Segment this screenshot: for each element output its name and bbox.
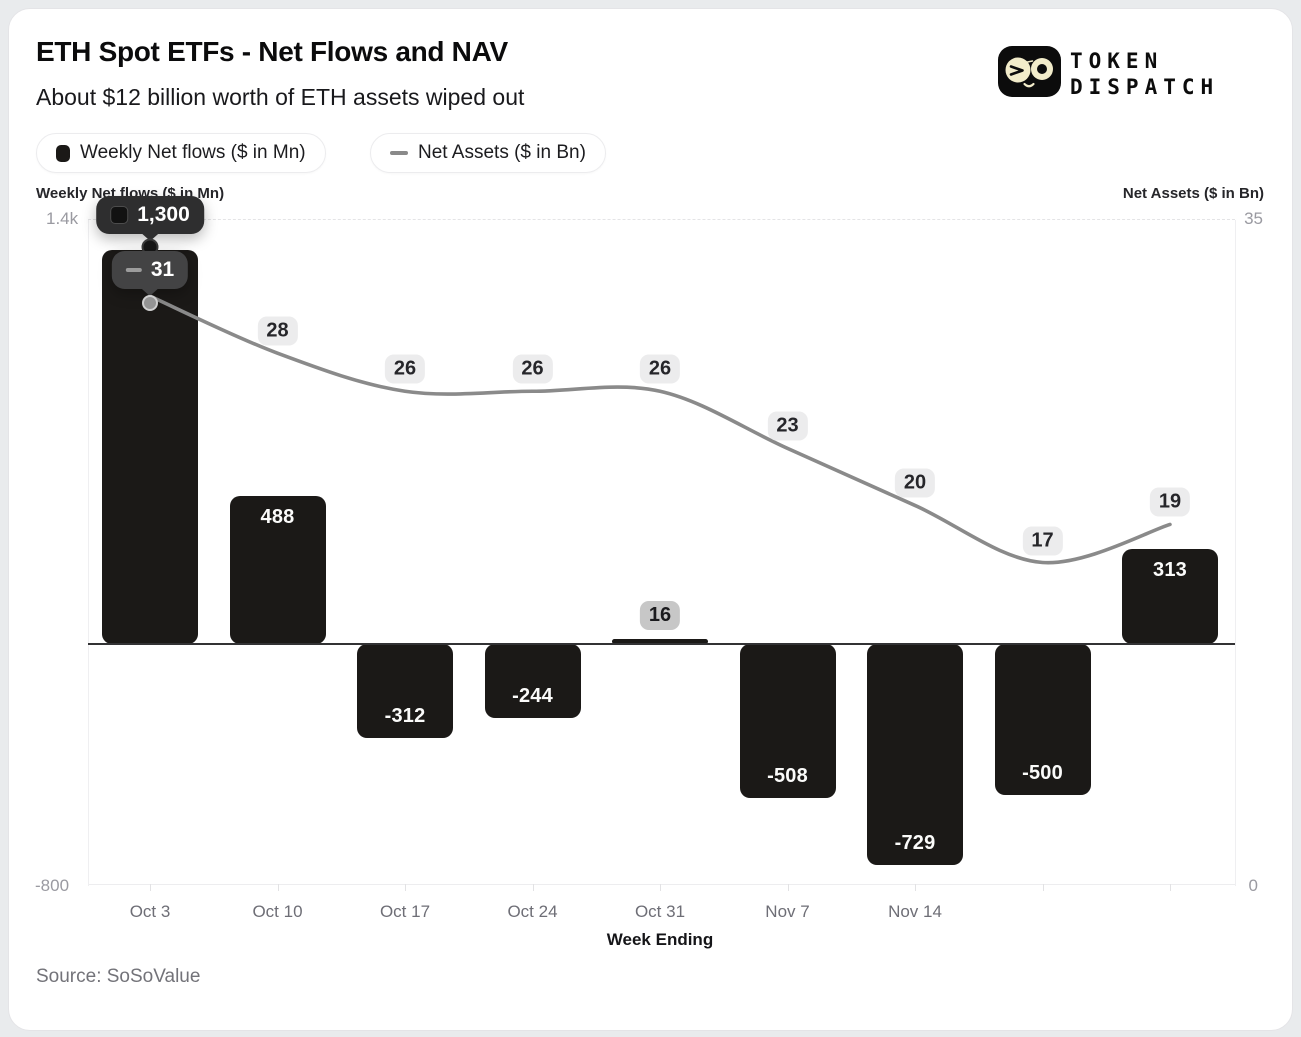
gridline-left (88, 220, 89, 886)
source-note: Source: SoSoValue (36, 966, 201, 987)
x-axis-tick-mark (660, 884, 661, 891)
bar-value-label: 313 (1153, 559, 1187, 582)
line-value-badge: 23 (767, 411, 808, 441)
x-axis-tick-mark (277, 884, 279, 891)
bar-value-label: 488 (260, 506, 295, 529)
line-value-badge: 17 (1022, 526, 1063, 555)
x-tick-label-oct-10: Oct 10 (252, 902, 303, 921)
line-series-swatch-icon (390, 151, 408, 155)
bar-Oct 10[interactable]: 488 (229, 496, 326, 644)
bar-value-label: -508 (767, 764, 808, 787)
x-tick-label-nov-7: Nov 7 (765, 902, 810, 921)
bar-Nov 7[interactable]: -508 (739, 643, 836, 798)
legend-chip-net-flows[interactable]: Weekly Net flows ($ in Mn) (36, 133, 326, 173)
line-marker-dot (142, 295, 158, 311)
x-tick-label-oct-24: Oct 24 (507, 902, 558, 921)
left-axis-max-tick: 1.4k (46, 209, 79, 228)
x-axis-title: Week Ending (606, 930, 714, 949)
x-axis-tick-mark (1042, 884, 1044, 891)
line-value-badge: 26 (512, 354, 553, 384)
tooltip-bar-value: 1,300 (96, 196, 204, 241)
bar-value-badge: 16 (639, 600, 681, 630)
zero-baseline (88, 642, 1235, 645)
line-value-badge: 28 (257, 316, 298, 346)
legend-line-label: Net Assets ($ in Bn) (418, 142, 586, 163)
bar-col-8[interactable]: -500 (994, 643, 1091, 796)
legend-bar-label: Weekly Net flows ($ in Mn) (80, 142, 306, 163)
line-value-badge: 26 (639, 354, 681, 384)
owl-face-icon (998, 46, 1061, 102)
bar-col-9[interactable]: 313 (1122, 549, 1218, 644)
bar-Oct 24[interactable]: -244 (484, 643, 581, 718)
x-tick-label-oct-17: Oct 17 (379, 902, 431, 921)
x-tick-label-nov-14: Nov 14 (888, 902, 942, 921)
bar-Oct 31[interactable] (612, 638, 708, 644)
x-tick-label-oct-31: Oct 31 (634, 902, 686, 921)
right-axis-min-tick: 0 (1248, 876, 1258, 895)
x-axis-tick-mark (405, 884, 406, 891)
line-value-badge: 26 (384, 354, 426, 384)
left-axis-min-tick: -800 (35, 876, 70, 895)
tooltip-caret (141, 233, 159, 241)
x-axis-tick-mark (150, 884, 151, 891)
line-value-badge: 19 (1149, 487, 1191, 517)
x-tick-label-oct-3: Oct 3 (129, 902, 171, 921)
tooltip-line-swatch-icon (125, 268, 142, 272)
bar-Nov 14[interactable]: -729 (867, 643, 963, 865)
token-dispatch-logo: TOKEN DISPATCH (998, 46, 1242, 102)
logo-wordmark: TOKEN DISPATCH (1070, 49, 1220, 99)
x-axis-tick-mark (915, 884, 916, 891)
line-value-badge: 20 (894, 468, 936, 498)
x-axis-tick-mark (787, 884, 789, 891)
right-axis-max-tick: 35 (1244, 209, 1263, 228)
bar-Oct 17[interactable]: -312 (357, 643, 453, 739)
bar-value-label: -312 (384, 705, 426, 728)
bar-value-label: -500 (1022, 762, 1063, 785)
legend-chip-net-assets[interactable]: Net Assets ($ in Bn) (370, 133, 606, 173)
page-subtitle: About $12 billion worth of ETH assets wi… (36, 84, 525, 110)
bar-value-label: -729 (894, 831, 936, 854)
tooltip-caret (140, 288, 159, 296)
x-axis-tick-mark (532, 884, 534, 891)
bar-series-swatch-icon (56, 144, 70, 162)
gridline-bottom (88, 884, 1235, 885)
bar-value-label: -244 (512, 684, 553, 707)
tooltip-bar-swatch-icon (110, 206, 129, 224)
right-axis-title: Net Assets ($ in Bn) (1122, 185, 1264, 202)
page-title: ETH Spot ETFs - Net Flows and NAV (36, 36, 508, 67)
gridline-top (88, 219, 1235, 220)
tooltip-line-value: 31 (111, 251, 189, 296)
gridline-right (1235, 220, 1236, 886)
x-axis-tick-mark (1170, 884, 1171, 891)
